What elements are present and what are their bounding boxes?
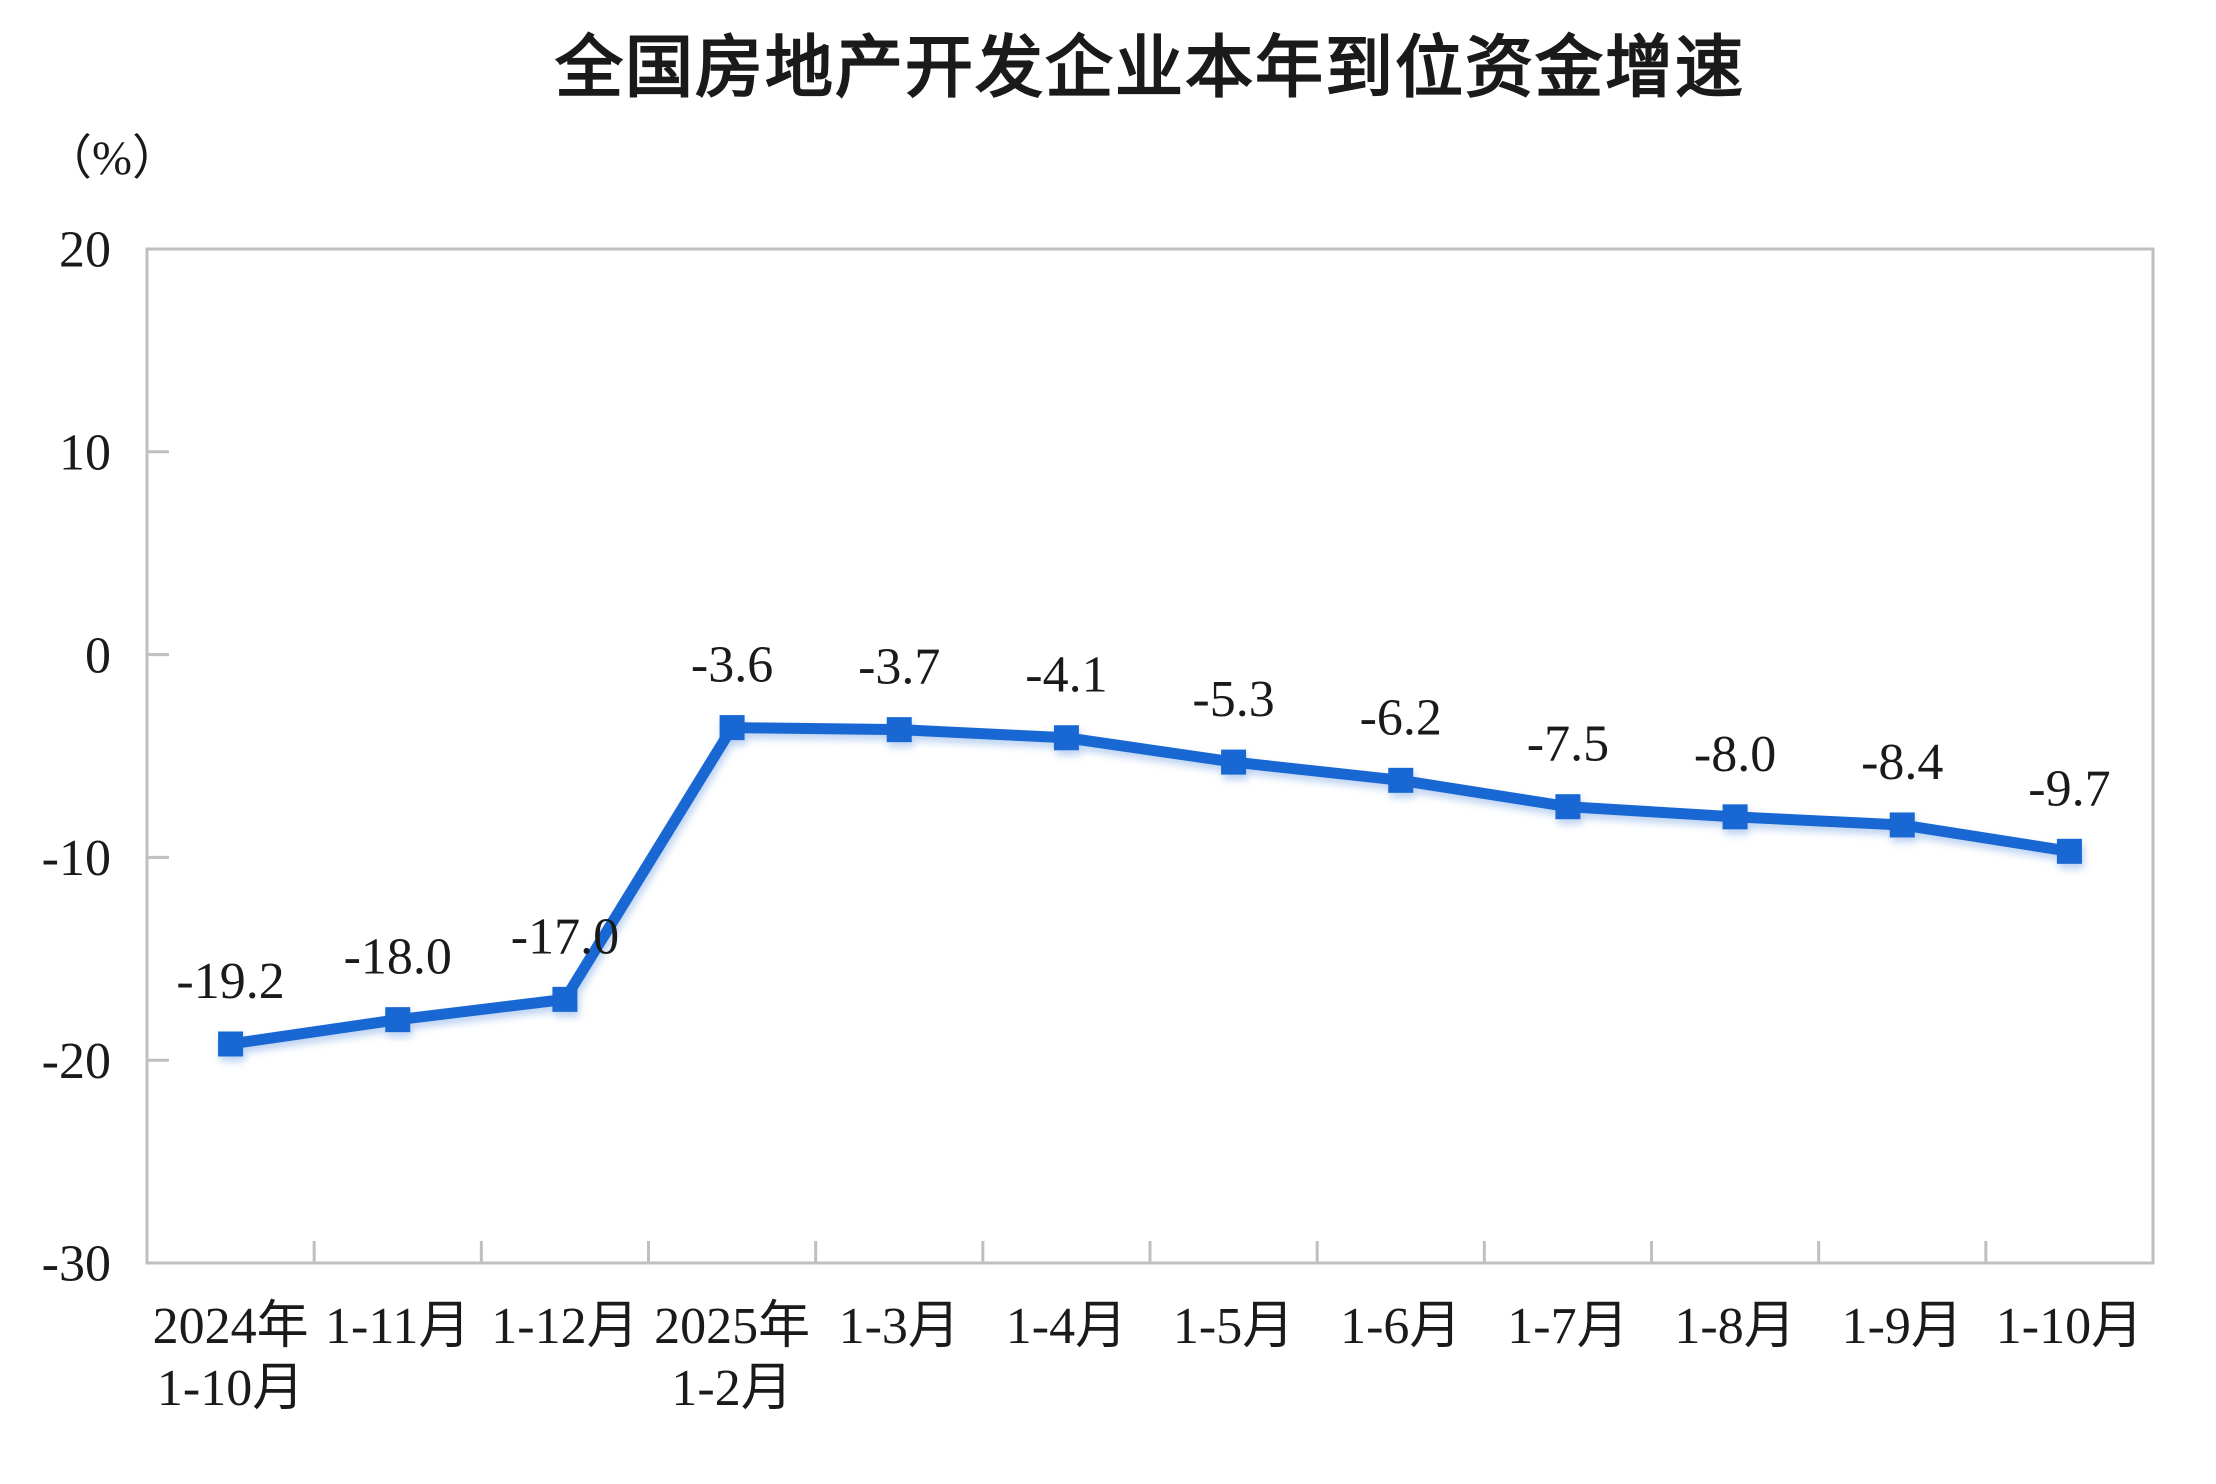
data-point-marker [552,986,578,1012]
x-axis-category-label: 1-12月 [491,1298,638,1355]
x-axis-category-label: 1-9月 [1842,1298,1963,1355]
data-point-label: -18.0 [344,929,452,986]
data-point-label: -9.7 [2028,760,2110,817]
data-point-marker [1555,794,1581,820]
plot-border [145,247,2155,1265]
data-point-marker [719,715,745,741]
series-funds-growth [218,715,2082,1057]
data-point-marker [218,1031,244,1057]
data-point-marker [385,1007,411,1033]
data-point-marker [1053,725,1079,751]
x-axis-category-label: 1-11月 [325,1298,470,1355]
data-point-marker [2056,838,2082,864]
data-point-marker [1889,812,1915,838]
data-point-label: -19.2 [176,953,284,1010]
data-point-marker [1388,767,1414,793]
series-line [229,722,2071,1050]
data-point-marker [886,717,912,743]
y-axis-tick-label: 20 [59,222,111,279]
data-point-label: -7.5 [1527,716,1609,773]
x-axis-category-label: 1-7月 [1507,1298,1628,1355]
x-axis-category-label: 1-8月 [1674,1298,1795,1355]
y-axis-tick-label: -10 [42,830,111,887]
x-axis-category-label: 2025年 1-2月 [654,1298,810,1417]
data-point-marker [1221,749,1247,775]
data-point-label: -3.7 [858,639,940,696]
y-axis-tick-label: 0 [85,627,111,684]
y-axis-tick-label: 10 [59,424,111,481]
data-point-label: -8.4 [1861,734,1943,791]
data-point-label: -8.0 [1694,726,1776,783]
data-point-label: -3.6 [691,637,773,694]
x-axis-category-label: 1-3月 [839,1298,960,1355]
x-axis-category-label: 1-10月 [1996,1298,2143,1355]
x-axis-category-label: 1-4月 [1006,1298,1127,1355]
x-axis-category-label: 1-6月 [1340,1298,1461,1355]
data-point-label: -5.3 [1192,671,1274,728]
data-point-marker [1722,804,1748,830]
y-axis-tick-label: -20 [42,1033,111,1090]
data-point-label: -4.1 [1025,647,1107,704]
chart-title: 全国房地产开发企业本年到位资金增速 [554,30,1745,106]
x-axis-category-label: 1-5月 [1173,1298,1294,1355]
y-axis-tick-label: -30 [42,1236,111,1293]
data-point-label: -6.2 [1360,689,1442,746]
x-axis-category-label: 2024年 1-10月 [153,1298,309,1417]
data-point-label: -17.0 [511,908,619,965]
y-axis-unit-label: （%） [44,132,180,185]
